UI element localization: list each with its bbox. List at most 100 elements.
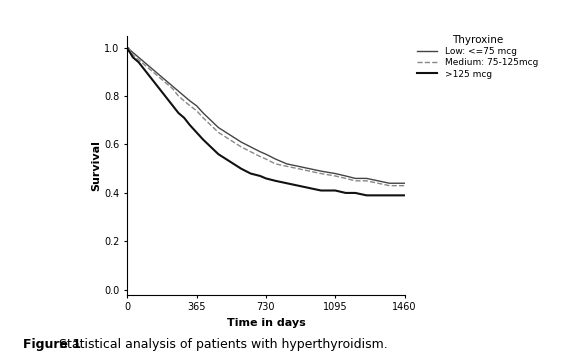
Low: <=75 mcg: (400, 0.73): <=75 mcg: (400, 0.73)	[200, 111, 207, 115]
Low: <=75 mcg: (600, 0.61): <=75 mcg: (600, 0.61)	[238, 140, 244, 144]
Medium: 75-125mcg: (15, 0.99): 75-125mcg: (15, 0.99)	[127, 48, 134, 52]
>125 mcg	[247, 171, 254, 176]
Low: <=75 mcg: (1.32e+03, 0.45): <=75 mcg: (1.32e+03, 0.45)	[375, 179, 381, 183]
>125 mcg	[127, 50, 134, 55]
Medium: 75-125mcg: (560, 0.61): 75-125mcg: (560, 0.61)	[230, 140, 237, 144]
>125 mcg	[317, 189, 324, 193]
Low: <=75 mcg: (210, 0.86): <=75 mcg: (210, 0.86)	[164, 80, 171, 84]
Medium: 75-125mcg: (1.1e+03, 0.47): 75-125mcg: (1.1e+03, 0.47)	[332, 174, 339, 178]
>125 mcg	[125, 48, 132, 52]
Low: <=75 mcg: (330, 0.78): <=75 mcg: (330, 0.78)	[186, 99, 193, 103]
>125 mcg	[208, 145, 214, 149]
Text: Figure 1: Figure 1	[23, 338, 86, 351]
Medium: 75-125mcg: (1.46e+03, 0.43): 75-125mcg: (1.46e+03, 0.43)	[401, 184, 408, 188]
>125 mcg	[342, 191, 349, 195]
Low: <=75 mcg: (1.38e+03, 0.44): <=75 mcg: (1.38e+03, 0.44)	[386, 181, 393, 185]
Medium: 75-125mcg: (440, 0.68): 75-125mcg: (440, 0.68)	[208, 123, 214, 127]
>125 mcg	[215, 152, 222, 156]
Medium: 75-125mcg: (120, 0.91): 75-125mcg: (120, 0.91)	[146, 67, 153, 72]
Medium: 75-125mcg: (30, 0.97): 75-125mcg: (30, 0.97)	[129, 53, 136, 57]
Medium: 75-125mcg: (900, 0.5): 75-125mcg: (900, 0.5)	[295, 166, 302, 171]
>125 mcg	[283, 181, 290, 185]
Line: Medium: 75-125mcg: Medium: 75-125mcg	[127, 48, 405, 186]
>125 mcg	[175, 111, 182, 115]
Medium: 75-125mcg: (1.38e+03, 0.43): 75-125mcg: (1.38e+03, 0.43)	[386, 184, 393, 188]
Low: <=75 mcg: (365, 0.76): <=75 mcg: (365, 0.76)	[193, 104, 200, 108]
Low: <=75 mcg: (150, 0.9): <=75 mcg: (150, 0.9)	[152, 70, 159, 74]
Medium: 75-125mcg: (240, 0.83): 75-125mcg: (240, 0.83)	[169, 87, 176, 91]
Medium: 75-125mcg: (300, 0.78): 75-125mcg: (300, 0.78)	[181, 99, 188, 103]
Medium: 75-125mcg: (60, 0.95): 75-125mcg: (60, 0.95)	[135, 58, 142, 62]
Low: <=75 mcg: (480, 0.67): <=75 mcg: (480, 0.67)	[215, 125, 222, 130]
>125 mcg	[135, 60, 142, 64]
X-axis label: Time in days: Time in days	[227, 318, 305, 328]
Low: <=75 mcg: (700, 0.57): <=75 mcg: (700, 0.57)	[257, 149, 264, 154]
>125 mcg	[169, 104, 176, 108]
Low: <=75 mcg: (0, 1): <=75 mcg: (0, 1)	[124, 45, 131, 50]
>125 mcg	[375, 193, 381, 197]
Medium: 75-125mcg: (1.02e+03, 0.48): 75-125mcg: (1.02e+03, 0.48)	[317, 171, 324, 176]
Low: <=75 mcg: (90, 0.94): <=75 mcg: (90, 0.94)	[141, 60, 148, 64]
>125 mcg	[141, 67, 148, 72]
Medium: 75-125mcg: (365, 0.74): 75-125mcg: (365, 0.74)	[193, 108, 200, 113]
Medium: 75-125mcg: (5, 1): 75-125mcg: (5, 1)	[125, 45, 132, 50]
Low: <=75 mcg: (1.1e+03, 0.48): <=75 mcg: (1.1e+03, 0.48)	[332, 171, 339, 176]
>125 mcg	[272, 179, 279, 183]
Medium: 75-125mcg: (180, 0.87): 75-125mcg: (180, 0.87)	[158, 77, 165, 81]
Low: <=75 mcg: (520, 0.65): <=75 mcg: (520, 0.65)	[223, 130, 229, 135]
>125 mcg	[146, 75, 153, 79]
Medium: 75-125mcg: (700, 0.55): 75-125mcg: (700, 0.55)	[257, 154, 264, 159]
Medium: 75-125mcg: (150, 0.89): 75-125mcg: (150, 0.89)	[152, 72, 159, 76]
Medium: 75-125mcg: (1.15e+03, 0.46): 75-125mcg: (1.15e+03, 0.46)	[342, 176, 349, 181]
Low: <=75 mcg: (1.15e+03, 0.47): <=75 mcg: (1.15e+03, 0.47)	[342, 174, 349, 178]
Low: <=75 mcg: (900, 0.51): <=75 mcg: (900, 0.51)	[295, 164, 302, 168]
Low: <=75 mcg: (650, 0.59): <=75 mcg: (650, 0.59)	[247, 145, 254, 149]
>125 mcg	[352, 191, 359, 195]
Medium: 75-125mcg: (730, 0.54): 75-125mcg: (730, 0.54)	[262, 157, 269, 161]
>125 mcg	[262, 176, 269, 181]
Low: <=75 mcg: (270, 0.82): <=75 mcg: (270, 0.82)	[175, 89, 182, 93]
>125 mcg	[129, 55, 136, 59]
Medium: 75-125mcg: (780, 0.52): 75-125mcg: (780, 0.52)	[272, 162, 279, 166]
>125 mcg	[200, 137, 207, 142]
Medium: 75-125mcg: (90, 0.93): 75-125mcg: (90, 0.93)	[141, 62, 148, 67]
Line: Low: <=75 mcg: Low: <=75 mcg	[127, 48, 405, 183]
Medium: 75-125mcg: (1.2e+03, 0.45): 75-125mcg: (1.2e+03, 0.45)	[352, 179, 359, 183]
Low: <=75 mcg: (1.26e+03, 0.46): <=75 mcg: (1.26e+03, 0.46)	[363, 176, 370, 181]
Line: >125 mcg: >125 mcg	[127, 48, 405, 195]
Medium: 75-125mcg: (840, 0.51): 75-125mcg: (840, 0.51)	[283, 164, 290, 168]
Low: <=75 mcg: (240, 0.84): <=75 mcg: (240, 0.84)	[169, 84, 176, 88]
Medium: 75-125mcg: (1.32e+03, 0.44): 75-125mcg: (1.32e+03, 0.44)	[375, 181, 381, 185]
>125 mcg	[238, 166, 244, 171]
Low: <=75 mcg: (5, 1): <=75 mcg: (5, 1)	[125, 45, 132, 50]
>125 mcg	[158, 89, 165, 93]
Low: <=75 mcg: (180, 0.88): <=75 mcg: (180, 0.88)	[158, 75, 165, 79]
>125 mcg	[306, 186, 313, 190]
Medium: 75-125mcg: (480, 0.65): 75-125mcg: (480, 0.65)	[215, 130, 222, 135]
>125 mcg	[164, 96, 171, 100]
Low: <=75 mcg: (30, 0.98): <=75 mcg: (30, 0.98)	[129, 50, 136, 55]
Text: Statistical analysis of patients with hyperthyroidism.: Statistical analysis of patients with hy…	[59, 338, 388, 351]
Medium: 75-125mcg: (0, 1): 75-125mcg: (0, 1)	[124, 45, 131, 50]
Low: <=75 mcg: (780, 0.54): <=75 mcg: (780, 0.54)	[272, 157, 279, 161]
Low: <=75 mcg: (440, 0.7): <=75 mcg: (440, 0.7)	[208, 118, 214, 122]
>125 mcg	[401, 193, 408, 197]
Low: <=75 mcg: (960, 0.5): <=75 mcg: (960, 0.5)	[306, 166, 313, 171]
>125 mcg	[386, 193, 393, 197]
Medium: 75-125mcg: (330, 0.76): 75-125mcg: (330, 0.76)	[186, 104, 193, 108]
Legend: Low: <=75 mcg, Medium: 75-125mcg, >125 mcg: Low: <=75 mcg, Medium: 75-125mcg, >125 m…	[417, 35, 538, 78]
Medium: 75-125mcg: (960, 0.49): 75-125mcg: (960, 0.49)	[306, 169, 313, 173]
Medium: 75-125mcg: (600, 0.59): 75-125mcg: (600, 0.59)	[238, 145, 244, 149]
>125 mcg	[257, 174, 264, 178]
Medium: 75-125mcg: (1.26e+03, 0.45): 75-125mcg: (1.26e+03, 0.45)	[363, 179, 370, 183]
>125 mcg	[186, 123, 193, 127]
Medium: 75-125mcg: (270, 0.8): 75-125mcg: (270, 0.8)	[175, 94, 182, 98]
Medium: 75-125mcg: (210, 0.85): 75-125mcg: (210, 0.85)	[164, 82, 171, 86]
>125 mcg	[230, 162, 237, 166]
>125 mcg	[295, 184, 302, 188]
Low: <=75 mcg: (840, 0.52): <=75 mcg: (840, 0.52)	[283, 162, 290, 166]
Low: <=75 mcg: (120, 0.92): <=75 mcg: (120, 0.92)	[146, 65, 153, 69]
Medium: 75-125mcg: (400, 0.71): 75-125mcg: (400, 0.71)	[200, 116, 207, 120]
Medium: 75-125mcg: (650, 0.57): 75-125mcg: (650, 0.57)	[247, 149, 254, 154]
>125 mcg	[181, 116, 188, 120]
